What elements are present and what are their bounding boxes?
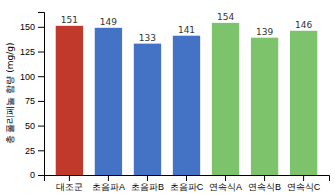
tick-mark bbox=[264, 175, 265, 181]
tick-mark bbox=[108, 175, 109, 181]
data-label: 151 bbox=[61, 15, 78, 25]
y-tick: 25 bbox=[25, 146, 44, 156]
tick-mark bbox=[69, 175, 70, 181]
bar bbox=[212, 23, 239, 175]
chart: 151 149 133 141 154 139 146 대조군 초음파A 초음파B 초음파C 연속식A… bbox=[0, 0, 335, 195]
axis-line bbox=[45, 176, 330, 182]
x-tick: 초음파A bbox=[92, 175, 125, 192]
bar bbox=[290, 31, 317, 175]
bar bbox=[95, 28, 122, 175]
tick-mark bbox=[147, 175, 148, 181]
tick-label: 초음파B bbox=[131, 182, 164, 192]
bar bbox=[173, 36, 200, 175]
x-tick: 대조군 bbox=[56, 175, 83, 192]
tick-label: 연속식C bbox=[287, 182, 321, 192]
tick-mark bbox=[38, 76, 44, 77]
tick-label: 대조군 bbox=[56, 182, 83, 192]
x-tick: 초음파B bbox=[131, 175, 164, 192]
data-label: 149 bbox=[100, 17, 117, 27]
tick-mark bbox=[38, 126, 44, 127]
tick-label: 100 bbox=[20, 72, 35, 82]
tick-label: 50 bbox=[25, 121, 35, 131]
y-tick: 100 bbox=[20, 72, 44, 82]
tick-label: 150 bbox=[20, 22, 35, 32]
x-tick: 연속식C bbox=[287, 175, 321, 192]
tick-label: 초음파C bbox=[170, 182, 204, 192]
tick-mark bbox=[38, 52, 44, 53]
bars bbox=[56, 23, 318, 175]
data-label: 146 bbox=[295, 20, 312, 30]
tick-label: 연속식B bbox=[248, 182, 281, 192]
tick-mark bbox=[38, 175, 44, 176]
y-tick: 150 bbox=[20, 22, 44, 32]
tick-mark bbox=[38, 150, 44, 151]
bar bbox=[251, 38, 278, 175]
x-tick: 연속식A bbox=[209, 175, 242, 192]
tick-mark bbox=[38, 27, 44, 28]
tick-label: 연속식A bbox=[209, 182, 242, 192]
tick-label: 초음파A bbox=[92, 182, 125, 192]
x-tick: 초음파C bbox=[170, 175, 204, 192]
x-axis: 대조군 초음파A 초음파B 초음파C 연속식A 연속식B 연속식C bbox=[45, 175, 330, 192]
tick-mark bbox=[186, 175, 187, 181]
data-label: 154 bbox=[217, 12, 234, 22]
y-tick: 0 bbox=[30, 170, 44, 180]
data-label: 139 bbox=[256, 27, 273, 37]
y-tick: 50 bbox=[25, 121, 44, 131]
y-tick: 75 bbox=[25, 96, 44, 106]
tick-label: 25 bbox=[25, 146, 35, 156]
data-labels: 151 149 133 141 154 139 146 bbox=[61, 12, 313, 43]
tick-mark bbox=[303, 175, 304, 181]
y-tick: 125 bbox=[20, 47, 44, 57]
tick-mark bbox=[225, 175, 226, 181]
bar bbox=[134, 44, 161, 175]
tick-mark bbox=[38, 101, 44, 102]
axis-line bbox=[38, 13, 45, 176]
tick-label: 125 bbox=[20, 47, 35, 57]
bar bbox=[56, 26, 83, 175]
tick-label: 75 bbox=[25, 96, 35, 106]
data-label: 141 bbox=[178, 25, 195, 35]
y-axis: 0 25 50 75 100 125 150 bbox=[20, 13, 45, 181]
x-tick: 연속식B bbox=[248, 175, 281, 192]
data-label: 133 bbox=[139, 33, 156, 43]
tick-label: 0 bbox=[30, 170, 35, 180]
y-axis-title: 총 폴리페놀 함량 (mg/g) bbox=[5, 43, 15, 145]
